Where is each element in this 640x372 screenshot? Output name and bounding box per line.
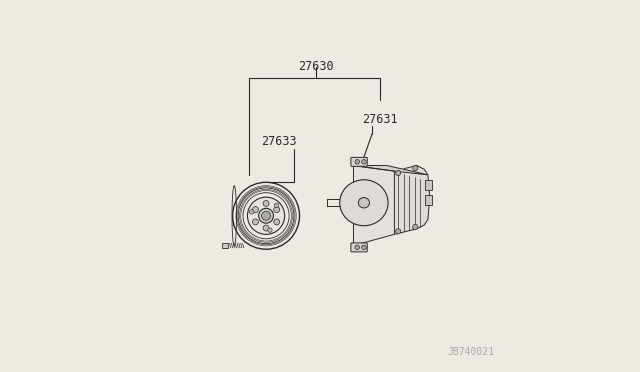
Circle shape bbox=[274, 207, 280, 213]
Circle shape bbox=[355, 245, 360, 250]
Bar bbox=[425, 180, 431, 190]
FancyBboxPatch shape bbox=[351, 157, 367, 166]
Circle shape bbox=[362, 160, 366, 164]
Circle shape bbox=[263, 225, 269, 231]
Text: 27633: 27633 bbox=[261, 135, 297, 148]
Bar bbox=[222, 243, 228, 248]
Text: JB740021: JB740021 bbox=[448, 347, 495, 357]
Circle shape bbox=[396, 170, 401, 176]
Circle shape bbox=[274, 219, 280, 225]
Circle shape bbox=[396, 229, 401, 234]
Circle shape bbox=[252, 207, 259, 213]
Ellipse shape bbox=[358, 198, 369, 208]
Ellipse shape bbox=[340, 180, 388, 226]
Circle shape bbox=[248, 197, 285, 234]
Circle shape bbox=[250, 210, 254, 214]
Circle shape bbox=[413, 166, 418, 171]
Text: 27631: 27631 bbox=[362, 113, 397, 125]
Polygon shape bbox=[394, 166, 429, 234]
Polygon shape bbox=[353, 166, 394, 246]
Circle shape bbox=[268, 228, 272, 232]
Text: 27630: 27630 bbox=[298, 61, 334, 73]
Circle shape bbox=[413, 224, 418, 230]
Circle shape bbox=[259, 208, 273, 223]
Circle shape bbox=[355, 160, 360, 164]
Polygon shape bbox=[353, 166, 428, 175]
FancyBboxPatch shape bbox=[351, 243, 367, 252]
Bar bbox=[425, 195, 431, 205]
Circle shape bbox=[262, 211, 271, 220]
Circle shape bbox=[252, 219, 259, 225]
Circle shape bbox=[362, 245, 366, 250]
Circle shape bbox=[275, 203, 279, 208]
Circle shape bbox=[263, 201, 269, 206]
